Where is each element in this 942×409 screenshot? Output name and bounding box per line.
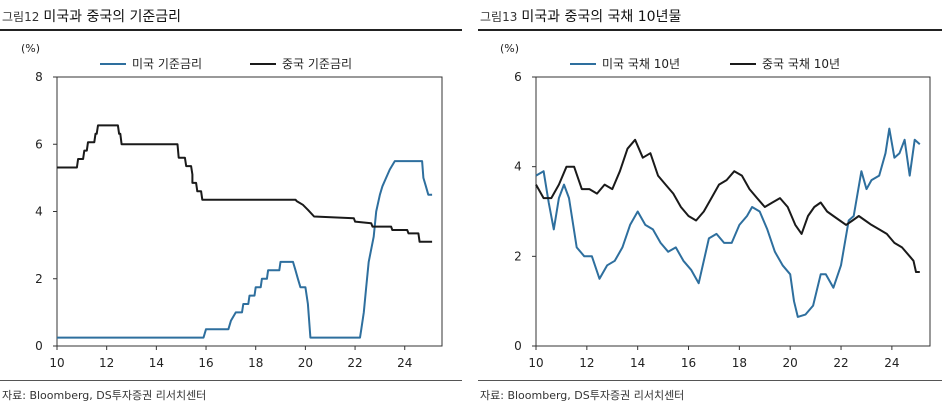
source-note: 자료: Bloomberg, DS투자증권 리서치센터 [2,389,207,402]
x-tick-label: 24 [884,356,899,370]
figure-title: 그림12 미국과 중국의 기준금리 [2,6,181,26]
legend-label-us: 미국 국채 10년 [602,57,680,71]
x-tick-label: 12 [99,356,114,370]
x-tick-label: 14 [630,356,645,370]
legend-label-us: 미국 기준금리 [132,57,202,71]
plot-frame [535,76,931,347]
source-divider [478,380,942,381]
x-tick-label: 18 [248,356,263,370]
figure-title-text: 미국과 중국의 기준금리 [43,9,182,25]
x-tick-label: 24 [397,356,412,370]
x-tick-label: 14 [149,356,164,370]
y-tick-label: 0 [514,339,522,353]
x-tick-label: 16 [198,356,213,370]
y-tick-label: 6 [35,137,43,151]
chart-panel-policy-rate: 그림12 미국과 중국의 기준금리 (%) 0 2 4 6 8 10 12 14 16 18 20 22 2… [0,0,462,409]
source-note: 자료: Bloomberg, DS투자증권 리서치센터 [480,389,685,402]
y-tick-label: 2 [35,272,43,286]
y-tick-label: 4 [35,205,43,219]
legend-label-china: 중국 국채 10년 [762,57,840,71]
x-tick-label: 20 [783,356,798,370]
series-line-china [535,138,920,273]
figure-title-text: 미국과 중국의 국채 10년물 [521,9,682,25]
x-tick-label: 18 [732,356,747,370]
x-tick-label: 20 [298,356,313,370]
x-tick-label: 10 [49,356,64,370]
series-line-china [57,124,433,243]
y-unit-label: (%) [21,42,40,55]
title-divider [478,29,942,31]
legend-label-china: 중국 기준금리 [282,57,352,71]
y-unit-label: (%) [500,42,519,55]
x-tick-label: 22 [347,356,362,370]
chart-panel-10y-bond: 그림13 미국과 중국의 국채 10년물 (%) 0 2 4 6 10 12 14 16 18 20 2… [478,0,942,409]
figure-number: 그림12 [2,10,40,24]
y-tick-label: 8 [35,70,43,84]
x-tick-label: 12 [579,356,594,370]
y-tick-label: 4 [514,160,522,174]
source-divider [0,380,462,381]
series-line-us [57,160,433,339]
series-line-us [535,127,921,318]
x-tick-label: 10 [528,356,543,370]
y-tick-label: 6 [514,70,522,84]
figure-title: 그림13 미국과 중국의 국채 10년물 [480,6,681,26]
y-tick-label: 2 [514,249,522,263]
title-divider [0,29,462,31]
x-tick-label: 22 [833,356,848,370]
y-tick-label: 0 [35,339,43,353]
figure-number: 그림13 [480,10,518,24]
plot-frame [56,76,443,347]
x-tick-label: 16 [681,356,696,370]
